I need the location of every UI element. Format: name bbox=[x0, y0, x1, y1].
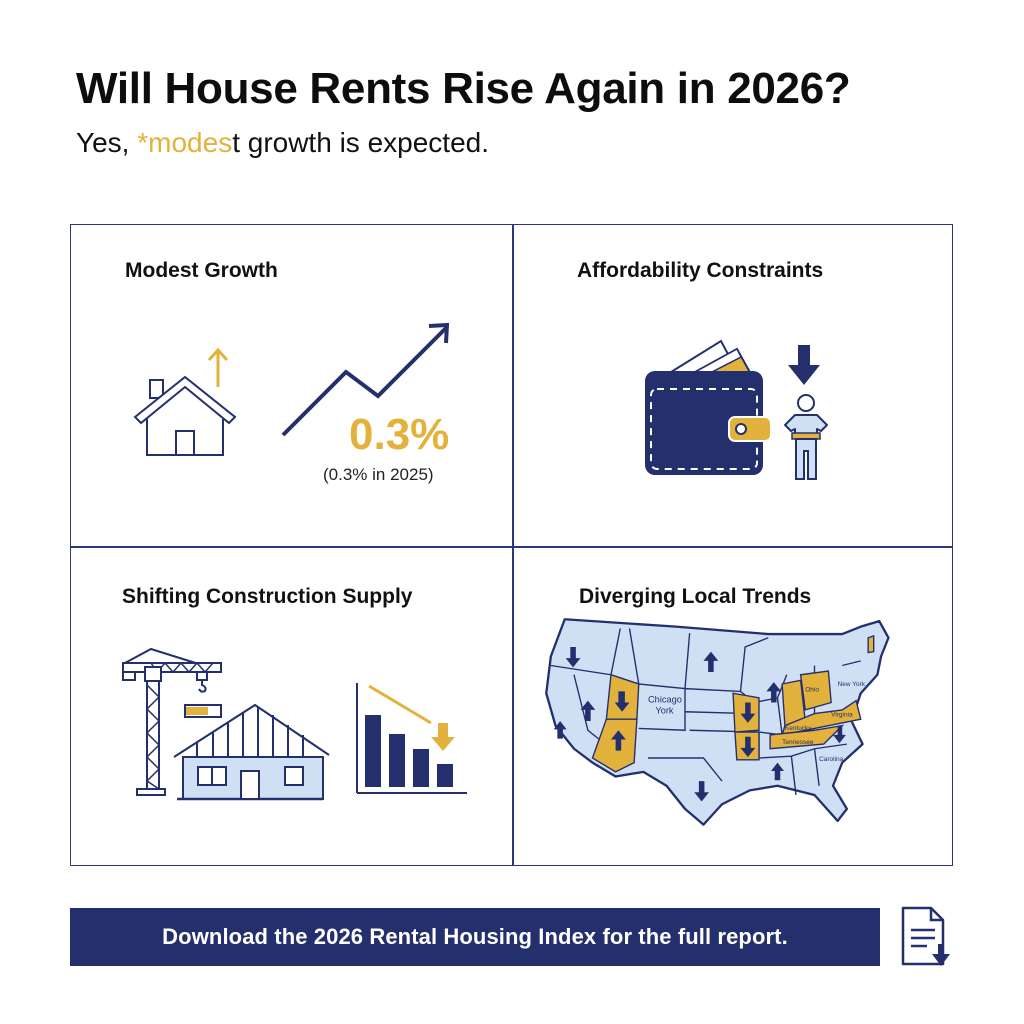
us-map-icon: Chicago York Ohio Kentucky Tennessee Vir… bbox=[545, 618, 890, 826]
svg-text:York: York bbox=[655, 706, 674, 716]
svg-text:Virginia: Virginia bbox=[831, 711, 853, 718]
subtitle-suffix: t growth is expected. bbox=[232, 127, 489, 158]
house-frame-icon bbox=[173, 703, 330, 801]
svg-text:Kentucky: Kentucky bbox=[785, 725, 812, 732]
building-block-icon bbox=[184, 704, 222, 718]
person-tight-belt-icon bbox=[784, 394, 828, 480]
page-subtitle: Yes, *modest growth is expected. bbox=[76, 127, 489, 159]
panel-construction-supply: Shifting Construction Supply bbox=[71, 547, 512, 868]
panel-title: Shifting Construction Supply bbox=[122, 585, 413, 608]
house-icon bbox=[133, 375, 237, 456]
arrow-down-icon bbox=[788, 345, 820, 385]
download-report-button[interactable]: Download the 2026 Rental Housing Index f… bbox=[70, 908, 880, 966]
panel-local-trends: Diverging Local Trends bbox=[513, 547, 954, 868]
page-title: Will House Rents Rise Again in 2026? bbox=[76, 64, 851, 113]
panel-modest-growth: Modest Growth 0.3% (0.3% in 2025) bbox=[71, 225, 512, 546]
svg-text:Carolina: Carolina bbox=[819, 756, 843, 763]
panel-title: Modest Growth bbox=[125, 259, 278, 282]
svg-text:Ohio: Ohio bbox=[805, 686, 819, 693]
svg-text:Tennessee: Tennessee bbox=[782, 739, 814, 746]
infographic-grid: Modest Growth 0.3% (0.3% in 2025) Afford… bbox=[70, 224, 953, 866]
grid-divider-horizontal bbox=[71, 546, 952, 548]
grid-divider-vertical bbox=[512, 225, 514, 865]
panel-title: Diverging Local Trends bbox=[579, 585, 812, 608]
declining-bar-chart-icon bbox=[356, 683, 467, 794]
growth-value: 0.3% bbox=[349, 410, 450, 459]
svg-text:New York: New York bbox=[838, 681, 866, 688]
growth-comparison-note: (0.3% in 2025) bbox=[323, 465, 434, 484]
document-download-icon[interactable] bbox=[897, 906, 957, 970]
crane-icon bbox=[122, 647, 222, 796]
svg-text:Chicago: Chicago bbox=[648, 695, 682, 705]
subtitle-highlight: *modes bbox=[137, 127, 233, 158]
arrow-up-icon bbox=[207, 347, 229, 387]
subtitle-prefix: Yes, bbox=[76, 127, 138, 158]
panel-title: Affordability Constraints bbox=[577, 259, 824, 282]
download-report-label: Download the 2026 Rental Housing Index f… bbox=[162, 924, 788, 949]
trend-line-up-icon bbox=[281, 322, 450, 437]
panel-affordability: Affordability Constraints bbox=[513, 225, 954, 546]
wallet-icon bbox=[645, 339, 772, 475]
